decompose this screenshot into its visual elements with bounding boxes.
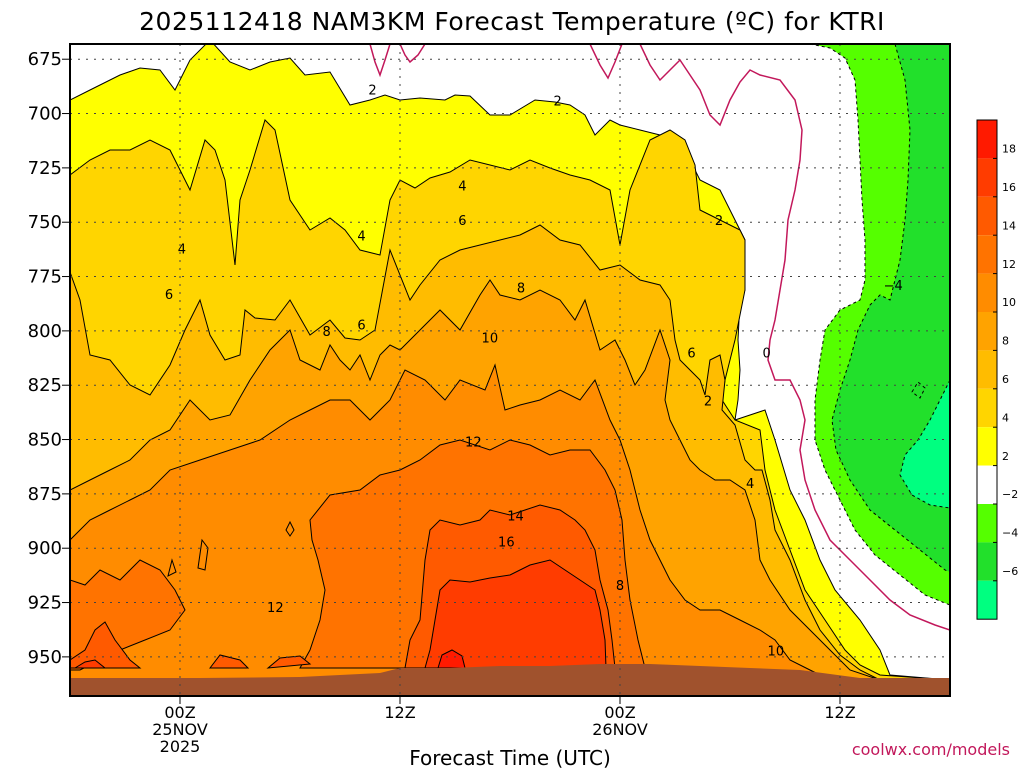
ground-terrain [70,664,950,696]
colorbar-label: 6 [1002,373,1009,386]
colorbar-swatch [977,120,997,159]
colorbar-swatch [977,196,997,236]
y-tick-label: 875 [28,484,62,505]
colorbar-label: 2 [1002,450,1009,463]
colorbar-label: −2 [1002,488,1018,501]
colorbar-swatch [977,312,997,351]
x-axis: 00Z25NOV202512Z00Z26NOV12Z00Z27NOV [152,696,856,756]
contour-label: 2 [704,394,712,409]
x-tick-label: 2025 [160,737,201,756]
colorbar-label: 14 [1002,219,1016,232]
y-tick-label: 850 [28,430,62,451]
y-tick-label: 900 [28,538,62,559]
contour-label: 8 [517,281,525,296]
contour-label: 2 [715,214,723,229]
contour-label: −4 [884,279,903,294]
colorbar-swatch [977,504,997,543]
zero-contour [369,44,950,631]
colorbar-swatch [977,235,997,274]
colorbar: 18 16 14 12 10 8 6 4 2 −2 −4 −6 [976,119,1018,620]
contour-label: 0 [763,347,771,362]
y-tick-label: 925 [28,593,62,614]
y-tick-label: 725 [28,158,62,179]
contour-label: 10 [768,644,785,659]
x-tick-label: 12Z [824,703,855,722]
colorbar-frame [976,119,998,620]
contour-label: 12 [465,436,482,451]
colorbar-swatch [977,350,997,389]
contour-label: 2 [554,95,562,110]
colorbar-swatch [977,158,997,197]
contour-label: 12 [267,601,284,616]
band-neg6-neg8 [899,379,950,509]
colorbar-label: −4 [1002,527,1018,540]
contour-label: 6 [458,214,466,229]
small-loop [911,381,926,399]
island-e [266,655,312,669]
y-axis: 675 700 725 750 775 800 825 850 875 900 925 950 [28,49,70,668]
chart-title: 2025112418 NAM3KM Forecast Temperature (… [139,7,885,36]
credit-text: coolwx.com/models [852,740,1010,759]
y-tick-label: 775 [28,267,62,288]
contour-labels: 2 2 2 4 4 4 4 6 6 6 6 8 8 8 10 10 12 12 14 16 0 2 −4 [165,84,903,660]
colorbar-label: 18 [1002,143,1016,156]
y-tick-label: 675 [28,49,62,70]
contour-label: 16 [498,536,515,551]
x-tick-label: 00Z [164,703,195,722]
colorbar-swatch [977,273,997,312]
contour-label: 10 [482,331,499,346]
colorbar-swatch [977,542,997,581]
y-tick-label: 800 [28,321,62,342]
colorbar-label: 4 [1002,411,1009,424]
y-tick-label: 950 [28,647,62,668]
contour-label: 4 [746,477,754,492]
x-tick-label: 25NOV [152,720,208,739]
colorbar-label: 10 [1002,296,1016,309]
x-tick-label: 00Z [604,703,635,722]
contour-label: 6 [687,347,695,362]
contour-label: 6 [357,318,365,333]
plot-frame [69,43,951,697]
island-a [167,558,177,577]
x-tick-label: 26NOV [592,720,648,739]
colorbar-label: 8 [1002,335,1009,348]
contour-label: 6 [165,288,173,303]
contour-label: 8 [323,325,331,340]
contour-label: 8 [616,579,624,594]
plot-area: 2 2 2 4 4 4 4 6 6 6 6 8 8 8 10 10 12 12 14 16 0 2 −4 [70,44,950,696]
colorbar-swatch [977,427,997,466]
contour-label: 4 [458,179,466,194]
contour-label: 14 [507,510,524,525]
y-tick-label: 825 [28,375,62,396]
colorbar-swatch [977,580,997,620]
colorbar-label: 12 [1002,258,1016,271]
colorbar-label: 16 [1002,181,1016,194]
colorbar-swatch [977,388,997,428]
colorbar-label: −6 [1002,565,1018,578]
x-axis-label: Forecast Time (UTC) [409,746,611,768]
island-b [197,538,209,571]
x-tick-label: 12Z [384,703,415,722]
island-d [208,654,250,669]
contour-label: 4 [178,242,186,257]
contour-label: 4 [357,229,365,244]
island-c [285,520,295,537]
colorbar-swatch [977,465,997,504]
grid-lines [70,44,950,696]
y-tick-label: 750 [28,212,62,233]
contour-label: 2 [368,84,376,99]
y-tick-label: 700 [28,104,62,125]
band-16-18 [73,559,607,669]
